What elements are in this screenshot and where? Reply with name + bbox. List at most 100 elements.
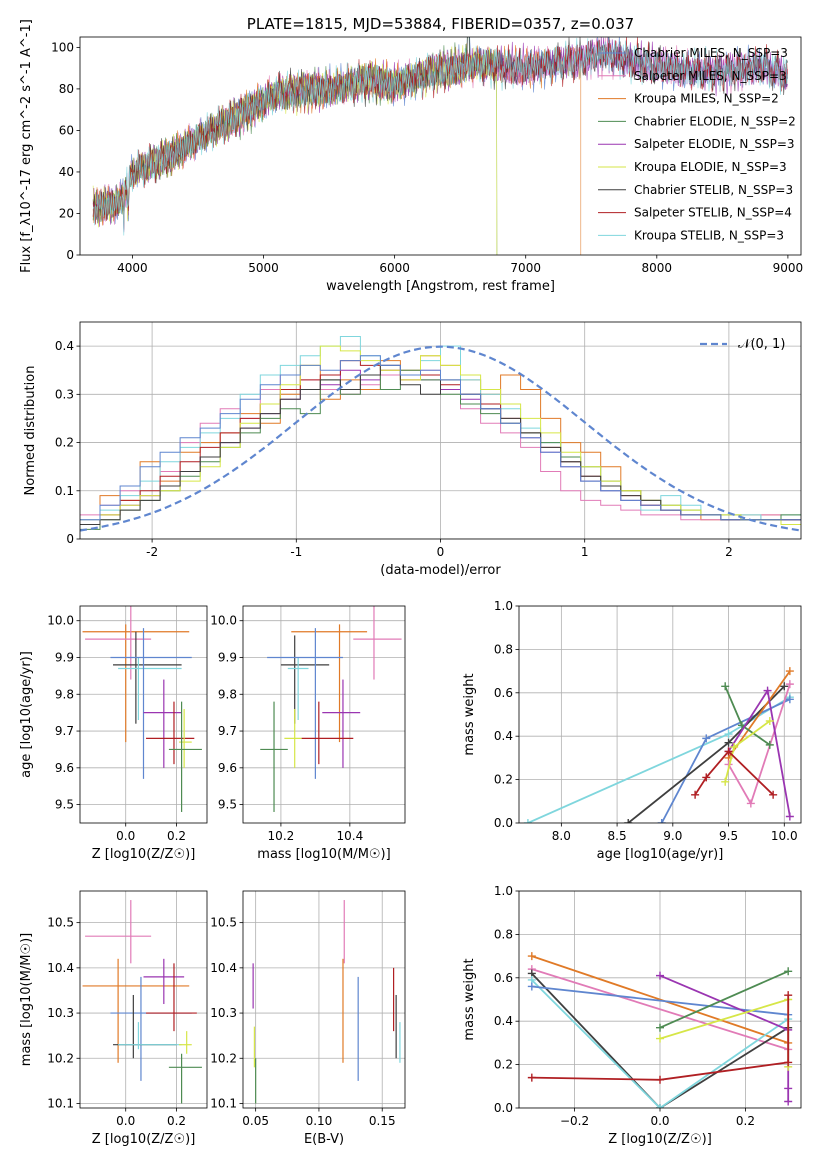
x-tick-label: 8000 <box>642 261 673 275</box>
y-tick-label: 9.8 <box>55 687 74 701</box>
errorbar-point <box>322 679 361 768</box>
panel-2: -2 -1 0 1 2 0 0.1 0.2 0.3 0.4 (data-model)/error No… <box>23 321 802 578</box>
legend-label: Kroupa MILES, N_SSP=2 <box>634 92 779 106</box>
y-tick-label: 10.0 <box>210 614 237 628</box>
y-tick-label: 10.4 <box>47 961 74 975</box>
x-tick-label: 0 <box>437 545 445 559</box>
spectrum-line <box>92 37 788 236</box>
series-marker <box>784 1084 793 1093</box>
errorbar-point <box>260 701 288 812</box>
y-tick-label: 9.5 <box>55 798 74 812</box>
y-tick-label: 9.6 <box>218 761 237 775</box>
series-marker <box>702 734 711 743</box>
x-tick-label: 0.0 <box>650 1114 669 1128</box>
y-tick-label: 9.6 <box>55 761 74 775</box>
x-axis-label: E(B-V) <box>304 1132 344 1147</box>
errorbar-point <box>143 679 182 768</box>
series-marker <box>784 1058 793 1067</box>
y-tick-label: 0.0 <box>494 816 513 830</box>
y-axis-label: Normed distribution <box>23 366 38 496</box>
y-tick-label: 0.4 <box>494 1014 513 1028</box>
y-tick-label: 10.3 <box>210 1006 237 1020</box>
plot-area <box>80 606 207 823</box>
errorbar-point <box>280 635 330 724</box>
x-tick-label: 5000 <box>248 261 279 275</box>
y-tick-label: 80 <box>59 82 74 96</box>
series-marker <box>785 667 794 676</box>
x-tick-label: 0.05 <box>242 1114 269 1128</box>
legend-label: Chabrier ELODIE, N_SSP=2 <box>634 114 796 128</box>
panel-3: 0.0 0.2 9.5 9.6 9.7 9.8 9.9 10.0 Z [log10(Z/Z☉)]… <box>19 605 208 862</box>
y-tick-label: 0.4 <box>55 339 74 353</box>
series-marker <box>746 799 755 808</box>
series-marker <box>785 695 794 704</box>
series-marker <box>721 777 730 786</box>
errorbar-point <box>110 976 192 1081</box>
x-tick-label: -1 <box>290 545 302 559</box>
errorbar-point <box>353 606 402 680</box>
y-tick-label: 100 <box>51 40 74 54</box>
series-marker <box>784 967 793 976</box>
errorbar-point <box>143 958 185 1005</box>
series-marker <box>657 819 666 823</box>
y-tick-label: 0.8 <box>494 927 513 941</box>
errorbar-point <box>82 958 190 1063</box>
y-tick-label: 9.9 <box>55 650 74 664</box>
y-tick-label: 0.2 <box>494 1058 513 1072</box>
series-marker <box>724 738 733 747</box>
errorbar-point <box>146 701 195 765</box>
errorbar-point <box>85 900 152 964</box>
y-axis-label: mass weight <box>462 673 477 755</box>
legend: Chabrier MILES, N_SSP=3 Salpeter MILES, N… <box>598 46 796 242</box>
y-tick-label: 0.6 <box>494 686 513 700</box>
series-line <box>531 995 790 1081</box>
chart-title: PLATE=1815, MJD=53884, FIBERID=0357, z=0… <box>247 15 634 33</box>
plot-area <box>519 606 801 823</box>
y-tick-label: 10.4 <box>210 961 237 975</box>
panel-7: 0.05 0.10 0.15 10.1 10.2 10.3 10.4 10.5 E(B-V) <box>210 890 406 1147</box>
legend-label: Chabrier STELIB, N_SSP=3 <box>634 183 793 197</box>
series-marker <box>780 682 789 691</box>
panel-8: −0.2 0.0 0.2 0.0 0.2 0.4 0.6 0.8 1.0 Z [log10(Z/Z… <box>462 884 802 1147</box>
errorbar-point <box>113 631 182 724</box>
series-marker <box>702 773 711 782</box>
y-tick-label: 0 <box>66 248 74 262</box>
series-marker <box>527 982 536 991</box>
x-tick-label: 8.0 <box>552 829 571 843</box>
series-marker <box>763 686 772 695</box>
y-tick-label: 10.5 <box>47 916 74 930</box>
series-marker <box>624 819 633 823</box>
plot-area <box>92 37 788 255</box>
plot-area <box>243 606 405 823</box>
y-axis-label: mass weight <box>462 958 477 1040</box>
grid <box>80 891 207 1108</box>
y-tick-label: 9.9 <box>218 650 237 664</box>
y-tick-label: 60 <box>59 123 74 137</box>
legend-label: 𝒩(0, 1) <box>738 337 785 352</box>
series-marker <box>523 819 532 823</box>
series-marker <box>730 743 739 752</box>
y-tick-label: 40 <box>59 165 74 179</box>
x-tick-label: 4000 <box>117 261 148 275</box>
errorbar-point <box>118 1022 182 1050</box>
y-axis-label: Flux [f_λ10^-17 erg cm^-2 s^-1 A^-1] <box>19 19 34 273</box>
x-tick-label: 0.2 <box>167 1114 186 1128</box>
axes-frame <box>79 36 802 256</box>
errorbar-point <box>301 701 354 765</box>
y-tick-label: 0.3 <box>55 387 74 401</box>
x-tick-label: 10.2 <box>268 829 295 843</box>
plot-area <box>80 322 801 539</box>
errorbar-point <box>85 606 152 680</box>
y-tick-label: 1.0 <box>494 884 513 898</box>
x-tick-label: 1 <box>581 545 589 559</box>
y-tick-label: 1.0 <box>494 599 513 613</box>
legend-label: Salpeter ELODIE, N_SSP=3 <box>634 137 795 151</box>
axes-frame <box>518 605 802 824</box>
series-marker <box>765 740 774 749</box>
x-axis-label: Z [log10(Z/Z☉)] <box>608 1132 712 1147</box>
y-tick-label: 10.5 <box>210 916 237 930</box>
x-tick-label: 0.2 <box>736 1114 755 1128</box>
x-tick-label: 9000 <box>773 261 804 275</box>
legend-label: Salpeter MILES, N_SSP=3 <box>634 69 787 83</box>
